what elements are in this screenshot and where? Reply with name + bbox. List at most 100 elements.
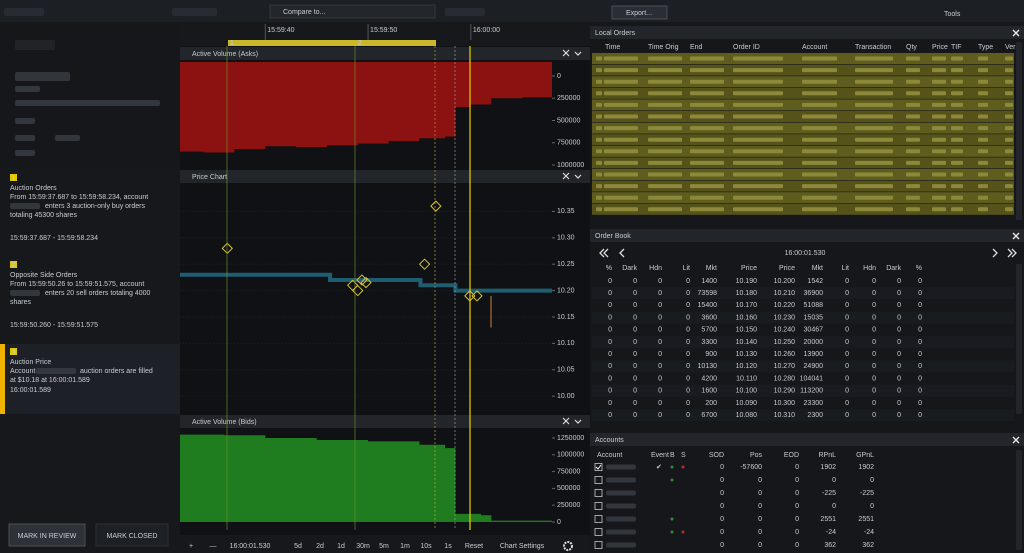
column-header[interactable]: Transaction [855, 44, 891, 51]
column-header[interactable]: Time Orig [648, 44, 679, 51]
column-header[interactable]: Hdn [649, 265, 662, 272]
column-header[interactable]: Dark [622, 265, 637, 272]
column-header[interactable]: Price [932, 44, 948, 51]
redacted [733, 207, 783, 212]
column-header[interactable]: SOD [709, 452, 724, 459]
column-header[interactable]: Price [779, 265, 795, 272]
redacted [604, 160, 638, 165]
nav-back[interactable] [619, 248, 625, 258]
range-button[interactable]: 10s [420, 543, 432, 550]
book-cell: 0 [608, 290, 612, 297]
nav-back[interactable] [599, 248, 609, 258]
column-header[interactable]: Hdn [863, 265, 876, 272]
zoom-in[interactable]: + [189, 543, 193, 550]
alert-badge [10, 261, 17, 268]
range-button[interactable]: 5d [294, 543, 302, 550]
book-cell: 23300 [804, 400, 824, 407]
panel-header [180, 47, 590, 60]
column-header[interactable]: Qty [906, 44, 917, 51]
tools-menu[interactable]: Tools [944, 11, 961, 18]
close-button[interactable] [1012, 436, 1020, 444]
book-cell: 10.300 [774, 400, 796, 407]
order-marker[interactable] [471, 290, 483, 302]
y-tick-label: 250000 [557, 502, 580, 509]
redacted [596, 207, 602, 212]
column-header[interactable]: Lit [842, 265, 849, 272]
alert-title[interactable]: Auction Price [10, 359, 51, 366]
compare-input[interactable]: Compare to... [283, 9, 325, 16]
account-cell: 362 [824, 542, 836, 549]
column-header[interactable]: Lit [683, 265, 690, 272]
zoom-out[interactable]: — [210, 543, 217, 550]
column-header[interactable]: B [670, 452, 675, 459]
redacted [733, 102, 783, 107]
book-cell: 0 [918, 314, 922, 321]
nav-forward[interactable] [992, 248, 998, 258]
column-header[interactable]: Pos [750, 452, 763, 459]
account-cell: 0 [720, 542, 724, 549]
column-header[interactable]: Account [597, 452, 622, 459]
order-marker[interactable] [352, 284, 364, 297]
book-cell: 0 [633, 388, 637, 395]
redacted [932, 172, 946, 177]
redacted [648, 126, 682, 131]
book-cell: 0 [686, 412, 690, 419]
column-header[interactable]: Event [651, 452, 669, 459]
column-header[interactable]: Mkt [706, 265, 717, 272]
column-header[interactable]: Dark [886, 265, 901, 272]
column-header[interactable]: Price [741, 265, 757, 272]
book-cell: 10.130 [736, 351, 758, 358]
column-header[interactable]: % [606, 265, 612, 272]
column-header[interactable]: RPnL [818, 452, 836, 459]
mark-review-label[interactable]: MARK IN REVIEW [18, 533, 77, 540]
panel-tools[interactable] [562, 49, 582, 57]
redacted [932, 114, 946, 119]
column-header[interactable]: GPnL [856, 452, 874, 459]
mark-review-button [8, 523, 86, 547]
column-header[interactable]: Order ID [733, 44, 760, 51]
range-button[interactable]: 2d [316, 543, 324, 550]
order-marker[interactable] [418, 258, 431, 270]
book-cell: 0 [872, 363, 876, 370]
alert-number: 1 [12, 175, 16, 182]
column-header[interactable]: EOD [784, 452, 799, 459]
range-button[interactable]: 1m [400, 543, 410, 550]
column-header[interactable]: % [916, 265, 922, 272]
export-button-label[interactable]: Export... [626, 10, 652, 17]
redacted [802, 91, 837, 96]
chart-settings-button[interactable]: Chart Settings [500, 543, 545, 550]
mark-closed-label[interactable]: MARK CLOSED [107, 533, 158, 540]
column-header[interactable]: Ver [1005, 44, 1016, 51]
panel-tools[interactable] [562, 172, 582, 180]
book-cell: 10.140 [736, 339, 758, 346]
range-button[interactable]: 1s [444, 543, 452, 550]
order-marker[interactable] [430, 200, 442, 212]
redacted [951, 79, 963, 84]
alert-title[interactable]: Opposite Side Orders [10, 272, 78, 279]
range-button[interactable]: 30m [356, 543, 370, 550]
panel-tools[interactable] [562, 417, 582, 425]
column-header[interactable]: S [681, 452, 686, 459]
column-header[interactable]: TIF [951, 44, 962, 51]
close-button[interactable] [1012, 29, 1020, 37]
book-cell: 0 [918, 290, 922, 297]
column-header[interactable]: Mkt [812, 265, 823, 272]
range-button[interactable]: 5m [379, 543, 389, 550]
redacted [648, 56, 682, 61]
column-header[interactable]: Type [978, 44, 993, 51]
settings-gear[interactable] [563, 541, 573, 551]
account-cell: 0 [758, 490, 762, 497]
alert-title[interactable]: Auction Orders [10, 185, 57, 192]
redacted [10, 203, 40, 209]
column-header[interactable]: Account [802, 44, 827, 51]
range-button[interactable]: 1d [337, 543, 345, 550]
order-marker[interactable] [360, 276, 372, 289]
column-header[interactable]: Time [605, 44, 620, 51]
book-cell: 10.280 [774, 375, 796, 382]
book-cell: 0 [658, 375, 662, 382]
column-header[interactable]: End [690, 44, 703, 51]
close-button[interactable] [1012, 232, 1020, 240]
nav-forward[interactable] [1007, 248, 1017, 258]
reset-button[interactable]: Reset [465, 543, 483, 550]
redacted [733, 126, 783, 131]
